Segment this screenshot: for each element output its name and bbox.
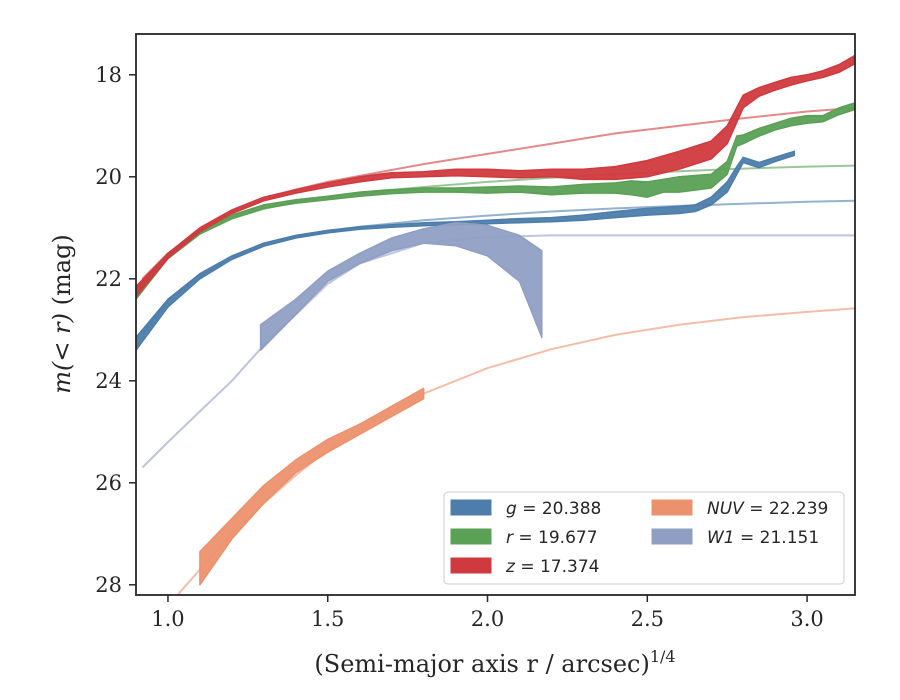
plot-area — [136, 54, 855, 595]
x-axis-ticks: 1.0 1.5 2.0 2.5 3.0 — [151, 595, 824, 631]
x-tick-label: 3.0 — [790, 607, 823, 631]
y-tick-label: 24 — [95, 369, 122, 393]
y-tick-label: 26 — [95, 471, 122, 495]
y-tick-label: 28 — [95, 573, 122, 597]
legend-swatch-z — [450, 557, 492, 574]
legend-swatch-w1 — [651, 528, 693, 545]
y-axis-ticks: 18 20 22 24 26 28 — [95, 63, 136, 597]
plot-frame — [135, 33, 856, 596]
legend-label-g: g = 20.388 — [506, 499, 601, 519]
profile-band-g — [136, 150, 796, 351]
legend-label-r: r = 19.677 — [506, 528, 598, 548]
x-tick-label: 2.5 — [631, 607, 664, 631]
profile-band-w1 — [259, 221, 543, 351]
y-tick-label: 18 — [95, 63, 122, 87]
legend-swatch-nuv — [651, 499, 693, 516]
legend-swatch-r — [450, 528, 492, 545]
profile-band-r — [136, 102, 855, 300]
legend-label-z: z = 17.374 — [505, 557, 599, 577]
y-axis-label: m(< r) (mag) — [48, 234, 76, 394]
x-tick-label: 2.0 — [471, 607, 504, 631]
profile-bands — [136, 54, 855, 586]
x-tick-label: 1.0 — [151, 607, 184, 631]
legend-label-nuv: NUV = 22.239 — [707, 499, 828, 519]
x-tick-label: 1.5 — [311, 607, 344, 631]
profile-band-nuv — [199, 387, 425, 586]
legend-label-w1: W1 = 21.151 — [707, 528, 819, 548]
profile-band-z — [136, 54, 855, 298]
legend-swatch-g — [450, 499, 492, 516]
legend: g = 20.388 r = 19.677 z = 17.374 NUV = 22.2… — [443, 491, 845, 585]
legend-box — [443, 491, 845, 585]
y-tick-label: 22 — [95, 267, 122, 291]
x-axis-label: (Semi-major axis r / arcsec)1/4 — [314, 647, 675, 678]
y-tick-label: 20 — [95, 165, 122, 189]
model-curve-w1 — [141, 234, 855, 469]
